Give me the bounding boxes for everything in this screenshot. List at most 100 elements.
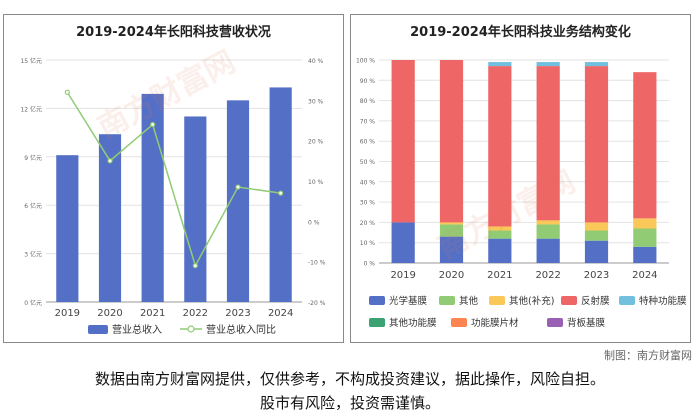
stack-segment (633, 72, 657, 219)
stack-segment (439, 224, 464, 237)
yoy-line (66, 91, 281, 268)
stack-segment (488, 230, 512, 239)
stack-segment (584, 230, 609, 241)
y-left-tick-label: 9 亿元 (24, 154, 42, 162)
x-tick-label: 2024 (632, 270, 657, 281)
structure-chart-panel: 2019-2024年长阳科技业务结构变化 0 % 10 % 20 % 30 % 40 %… (350, 14, 691, 343)
stack-segment (439, 222, 464, 225)
y-tick-label: 70 % (360, 118, 376, 125)
revenue-bar (141, 93, 164, 302)
stack-segment (633, 218, 657, 229)
y-right-tick-label: 0 % (308, 219, 320, 226)
stack-segment (391, 60, 415, 223)
chart-credit: 制图：南方财富网 (604, 349, 692, 362)
revenue-chart-title: 2019-2024年长阳科技营收状况 (76, 25, 271, 40)
legend-label: 营业总收入 (112, 323, 162, 336)
y-tick-label: 40 % (360, 179, 376, 186)
legend-swatch-yoy-marker (187, 325, 195, 333)
y-left-tick-label: 15 亿元 (20, 57, 42, 65)
x-tick-label: 2023 (225, 308, 250, 319)
structure-chart-svg: 0 % 10 % 20 % 30 % 40 % 50 % 60 % 70 % 80 % 90 % 1… (356, 58, 687, 330)
disclaimer-line-1: 数据由南方财富网提供，仅供参考，不构成投资建议，据此操作，风险自担。 (94, 370, 605, 388)
y-tick-label: 80 % (360, 98, 376, 105)
x-tick-label: 2021 (140, 308, 165, 319)
y-tick-label: 90 % (360, 78, 376, 85)
stack-segment (584, 62, 609, 67)
stack-segment (633, 246, 657, 263)
y-left-tick-label: 3 亿元 (24, 251, 42, 259)
stack-segment (536, 220, 560, 225)
legend-swatch (561, 296, 577, 305)
x-tick-label: 2022 (535, 270, 560, 281)
revenue-bar (56, 155, 79, 302)
stack-segment (584, 222, 609, 231)
legend-swatch (619, 296, 635, 305)
y-right-tick-label: 30 % (308, 98, 324, 105)
yoy-point (150, 121, 156, 128)
legend-swatch (369, 296, 385, 305)
x-tick-label: 2022 (183, 308, 208, 319)
stack-segment (488, 62, 512, 67)
y-right-tick-label: -20 % (308, 300, 326, 307)
stack-segment (488, 238, 512, 263)
revenue-bar (226, 100, 250, 302)
disclaimer-line-2: 股市有风险，投资需谨慎。 (259, 394, 440, 412)
legend-label: 功能膜片材 (471, 317, 519, 329)
revenue-chart-panel: 2019-2024年长阳科技营收状况 0 亿元 3 亿元 6 亿元 9 亿元 12 亿元… (3, 14, 344, 343)
y-tick-label: 20 % (360, 220, 376, 227)
yoy-point (107, 158, 113, 164)
x-tick-label: 2019 (390, 270, 415, 281)
legend-label: 特种功能膜 (639, 295, 687, 307)
y-right-tick-label: 40 % (308, 58, 324, 65)
y-left-tick-label: 12 亿元 (20, 105, 42, 113)
x-tick-label: 2021 (487, 270, 512, 281)
legend-swatch (439, 296, 455, 305)
y-right-tick-label: -10 % (308, 260, 326, 267)
legend-swatch-revenue (88, 325, 108, 334)
y-tick-label: 10 % (360, 240, 376, 247)
yoy-point (192, 263, 198, 269)
x-tick-label: 2020 (97, 308, 122, 319)
x-tick-label: 2024 (268, 308, 293, 319)
y-tick-label: 0 % (364, 261, 376, 268)
stack-segment (536, 224, 560, 239)
stack-segment (439, 60, 464, 223)
y-tick-label: 60 % (360, 139, 376, 146)
legend-swatch (369, 318, 385, 327)
y-tick-label: 100 % (356, 58, 375, 65)
revenue-chart-svg: 0 亿元 3 亿元 6 亿元 9 亿元 12 亿元 15 亿元 -20 % -10 % 0 % 1… (20, 57, 326, 336)
y-left-tick-label: 0 亿元 (24, 299, 42, 307)
legend-label: 光学基膜 (389, 295, 428, 307)
legend-swatch (547, 318, 563, 327)
legend-label: 背板基膜 (567, 317, 606, 329)
y-tick-label: 50 % (360, 159, 376, 166)
legend-label: 其他功能膜 (389, 317, 437, 329)
stack-segment (439, 236, 464, 263)
x-tick-label: 2023 (584, 270, 609, 281)
y-tick-label: 30 % (360, 200, 376, 207)
y-left-tick-label: 6 亿元 (24, 202, 42, 210)
legend-label: 其他 (459, 295, 479, 307)
legend-label: 其他(补充) (509, 295, 554, 307)
stack-segment (584, 66, 609, 223)
revenue-bar (184, 116, 207, 302)
yoy-point (235, 184, 241, 190)
stack-segment (488, 226, 512, 231)
x-tick-label: 2019 (55, 308, 80, 319)
y-right-tick-label: 10 % (308, 179, 324, 186)
legend-swatch (489, 296, 505, 305)
y-right-tick-label: 20 % (308, 139, 324, 146)
stack-segment (584, 240, 609, 263)
legend-label: 营业总收入同比 (206, 323, 276, 336)
yoy-point (64, 89, 70, 95)
x-tick-label: 2020 (439, 270, 464, 281)
stack-segment (536, 238, 560, 263)
stack-segment (633, 228, 657, 247)
stack-segment (536, 62, 560, 67)
legend-swatch (451, 318, 467, 327)
revenue-bar (98, 134, 122, 302)
yoy-point (278, 190, 284, 196)
legend-label: 反射膜 (581, 295, 610, 307)
stack-segment (488, 66, 512, 227)
stack-segment (391, 222, 415, 263)
